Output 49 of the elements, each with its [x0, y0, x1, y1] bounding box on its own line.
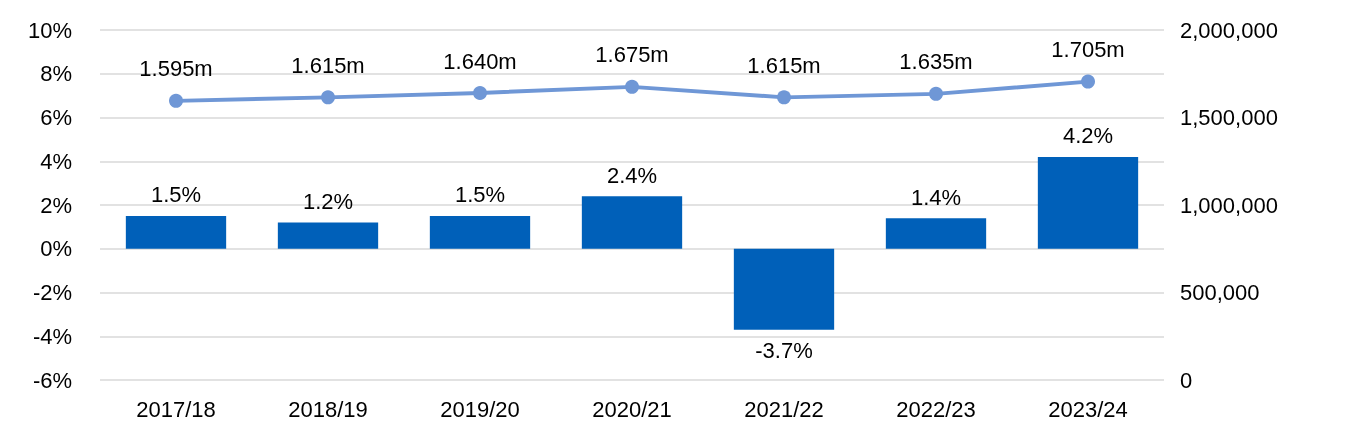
point	[1081, 74, 1095, 89]
data-label: -3.7%	[755, 338, 813, 364]
y-tick-label: 8%	[40, 61, 72, 87]
x-tick-label: 2018/19	[288, 396, 368, 422]
point	[929, 86, 943, 101]
data-label: 1.615m	[291, 52, 365, 78]
point	[777, 90, 791, 105]
x-tick-label: 2021/22	[744, 396, 824, 422]
bar	[885, 218, 987, 249]
x-tick-label: 2019/20	[440, 396, 520, 422]
y2-tick-label: 500,000	[1180, 280, 1260, 305]
data-label: 1.5%	[454, 182, 506, 208]
y2-tick-label: 1,000,000	[1180, 192, 1278, 218]
point	[625, 79, 639, 94]
y2-tick-label: 2,000,000	[1180, 17, 1278, 43]
y-tick-label: 0%	[40, 236, 72, 262]
x-tick-label: 2017/18	[136, 396, 216, 422]
y-tick-label: 4%	[40, 148, 72, 174]
bar	[429, 215, 531, 249]
x-tick-label: 2020/21	[592, 396, 672, 422]
x-tick-label: 2023/24	[1048, 396, 1128, 422]
x-tick-label: 2022/23	[896, 396, 976, 422]
y-tick-label: -2%	[32, 280, 72, 305]
bar	[733, 248, 835, 330]
data-label: 4.2%	[1062, 123, 1114, 149]
y2-tick-label: 1,500,000	[1180, 105, 1278, 130]
data-label: 1.5%	[150, 182, 202, 208]
data-label: 1.635m	[899, 49, 973, 75]
data-label: 1.4%	[910, 184, 962, 210]
point	[169, 93, 183, 108]
bar	[1037, 156, 1139, 249]
point	[321, 90, 335, 105]
data-label: 1.615m	[747, 52, 821, 78]
data-label: 1.595m	[139, 56, 213, 82]
y-tick-label: 6%	[40, 105, 72, 130]
bar	[125, 215, 227, 249]
data-label: 1.675m	[595, 42, 669, 68]
data-label: 1.705m	[1051, 37, 1125, 63]
y2-tick-label: 0	[1180, 367, 1193, 393]
y-tick-label: 2%	[40, 192, 72, 218]
y-tick-label: 10%	[27, 17, 72, 43]
y-tick-label: -4%	[32, 323, 72, 349]
data-label: 1.2%	[302, 189, 354, 214]
bar	[581, 196, 683, 249]
data-label: 1.640m	[443, 48, 517, 74]
y-tick-label: -6%	[32, 367, 72, 393]
point	[473, 86, 487, 100]
data-label: 2.4%	[606, 162, 658, 188]
bar	[277, 222, 379, 249]
